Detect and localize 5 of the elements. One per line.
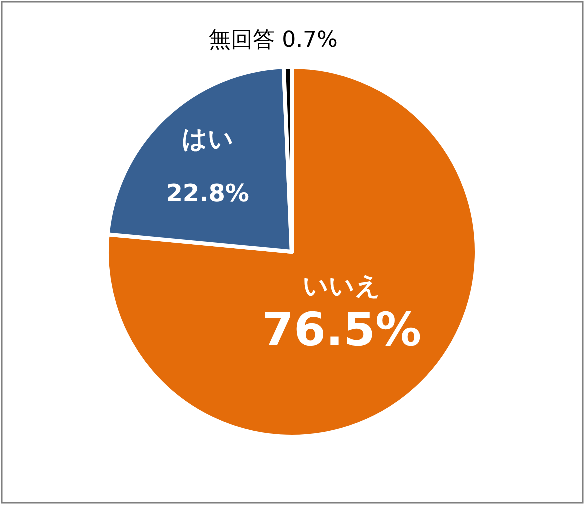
slice-label: いいえ xyxy=(302,272,381,301)
slice-label: 無回答 0.7% xyxy=(209,28,338,54)
data-label: 22.8% xyxy=(166,180,250,208)
slice-label: はい xyxy=(182,124,234,154)
data-label: 76.5% xyxy=(262,302,422,357)
